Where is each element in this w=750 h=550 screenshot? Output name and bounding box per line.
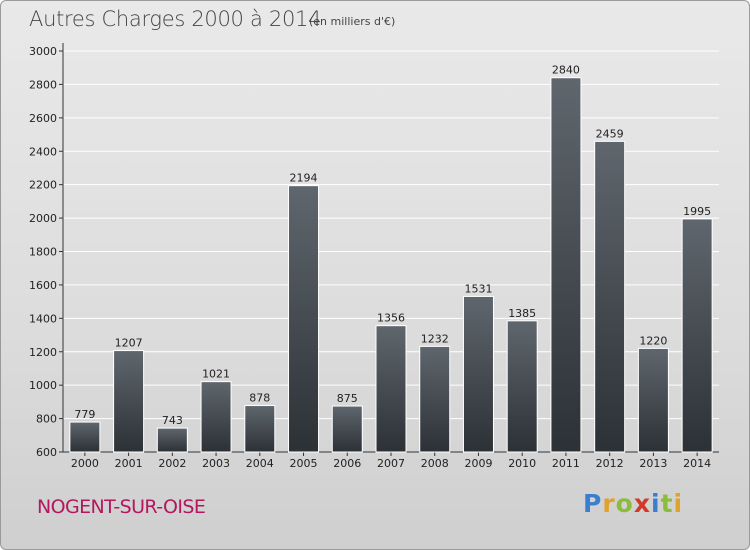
- y-tick-label: 2400: [29, 145, 57, 158]
- data-label: 2194: [290, 172, 318, 185]
- x-tick-label: 2008: [421, 457, 449, 470]
- data-label: 1220: [639, 334, 667, 347]
- bar: [200, 381, 232, 453]
- chart-title: Autres Charges 2000 à 2014: [29, 7, 322, 31]
- x-tick-label: 2007: [377, 457, 405, 470]
- bar: [594, 140, 626, 453]
- x-tick-label: 2003: [202, 457, 230, 470]
- data-label: 878: [249, 392, 270, 405]
- bar: [462, 295, 494, 453]
- data-label: 1356: [377, 312, 405, 325]
- y-tick-label: 1000: [29, 379, 57, 392]
- bar: [506, 320, 538, 453]
- data-label: 1995: [683, 205, 711, 218]
- x-tick-label: 2012: [596, 457, 624, 470]
- bar: [375, 325, 407, 453]
- chart-subtitle: (en milliers d'€): [309, 15, 396, 28]
- y-tick-label: 1200: [29, 346, 57, 359]
- x-tick-label: 2002: [158, 457, 186, 470]
- logo-letter: t: [660, 489, 674, 518]
- y-tick-label: 1600: [29, 279, 57, 292]
- data-label: 1232: [421, 332, 449, 345]
- data-label: 743: [162, 414, 183, 427]
- y-tick-label: 600: [36, 446, 57, 459]
- bar: [419, 345, 451, 453]
- y-tick-label: 800: [36, 413, 57, 426]
- data-label: 1021: [202, 368, 230, 381]
- data-label: 2459: [596, 127, 624, 140]
- x-tick-label: 2009: [464, 457, 492, 470]
- logo-letter: o: [615, 489, 634, 518]
- x-tick-label: 2005: [290, 457, 318, 470]
- x-tick-label: 2011: [552, 457, 580, 470]
- x-tick-label: 2014: [683, 457, 711, 470]
- bar: [244, 405, 276, 453]
- y-tick-label: 3000: [29, 45, 57, 58]
- x-tick-label: 2010: [508, 457, 536, 470]
- data-label: 875: [337, 392, 358, 405]
- labels: 779 2000 1207 2001 743 2002 1021 2003 878 2004 219…: [71, 64, 711, 470]
- bar: [69, 421, 101, 453]
- data-label: 1207: [115, 337, 143, 350]
- y-tick-label: 2200: [29, 179, 57, 192]
- bar: [637, 347, 669, 453]
- logo-letter: i: [673, 489, 684, 518]
- bar: [331, 405, 363, 453]
- logo-letter: P: [583, 489, 603, 518]
- logo-letter: i: [651, 489, 661, 518]
- y-tick-label: 1400: [29, 312, 57, 325]
- x-tick-label: 2006: [333, 457, 361, 470]
- x-tick-label: 2000: [71, 457, 99, 470]
- y-tick-label: 2000: [29, 212, 57, 225]
- x-tick-label: 2013: [639, 457, 667, 470]
- data-label: 2840: [552, 64, 580, 77]
- x-tick-label: 2004: [246, 457, 274, 470]
- bar: [113, 350, 145, 453]
- x-tick-label: 2001: [115, 457, 143, 470]
- y-tick-label: 1800: [29, 246, 57, 259]
- y-tick-label: 2600: [29, 112, 57, 125]
- bar: [681, 218, 713, 453]
- bar: [156, 427, 188, 453]
- bars: [69, 77, 713, 453]
- commune-name: NOGENT-SUR-OISE: [37, 496, 206, 518]
- y-tick-label: 2800: [29, 78, 57, 91]
- logo-letter: x: [633, 489, 651, 518]
- logo-letter: r: [602, 489, 616, 518]
- bar: [288, 185, 320, 453]
- bar: [550, 77, 582, 453]
- data-label: 1385: [508, 307, 536, 320]
- data-label: 1531: [464, 282, 492, 295]
- proxiti-logo: Proxiti: [583, 489, 683, 518]
- data-label: 779: [74, 408, 95, 421]
